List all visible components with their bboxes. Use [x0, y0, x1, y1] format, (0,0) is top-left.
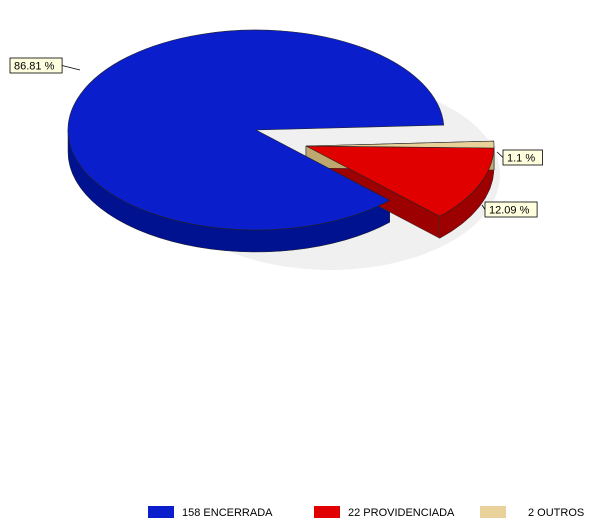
legend-label-0: 158 ENCERRADA: [182, 507, 273, 519]
leader-line-1: [481, 204, 486, 210]
percent-label-0: 86.81 %: [14, 61, 55, 73]
pie-slice-2: [305, 140, 495, 149]
pie-labels: 86.81 % 12.09 % 1.1 %: [9, 57, 543, 218]
percent-label-box-0: [9, 57, 63, 74]
percent-label-2: 1.1 %: [507, 153, 535, 165]
legend-label-1: 22 PROVIDENCIADA: [348, 507, 455, 519]
pie-slice-0: [67, 29, 445, 231]
percent-label-box-1: [484, 201, 538, 218]
legend-swatch-1: [314, 506, 340, 518]
legend: 158 ENCERRADA 22 PROVIDENCIADA 2 OUTROS: [148, 506, 584, 519]
percent-label-1: 12.09 %: [489, 205, 530, 217]
legend-swatch-2: [480, 506, 506, 518]
legend-label-2: 2 OUTROS: [528, 507, 584, 519]
leader-line-2: [496, 151, 504, 158]
pie-tops: [67, 29, 495, 231]
legend-swatch-0: [148, 506, 174, 518]
leader-line-0: [62, 65, 81, 71]
percent-label-box-2: [502, 149, 543, 166]
pie-slice-1: [305, 145, 495, 217]
